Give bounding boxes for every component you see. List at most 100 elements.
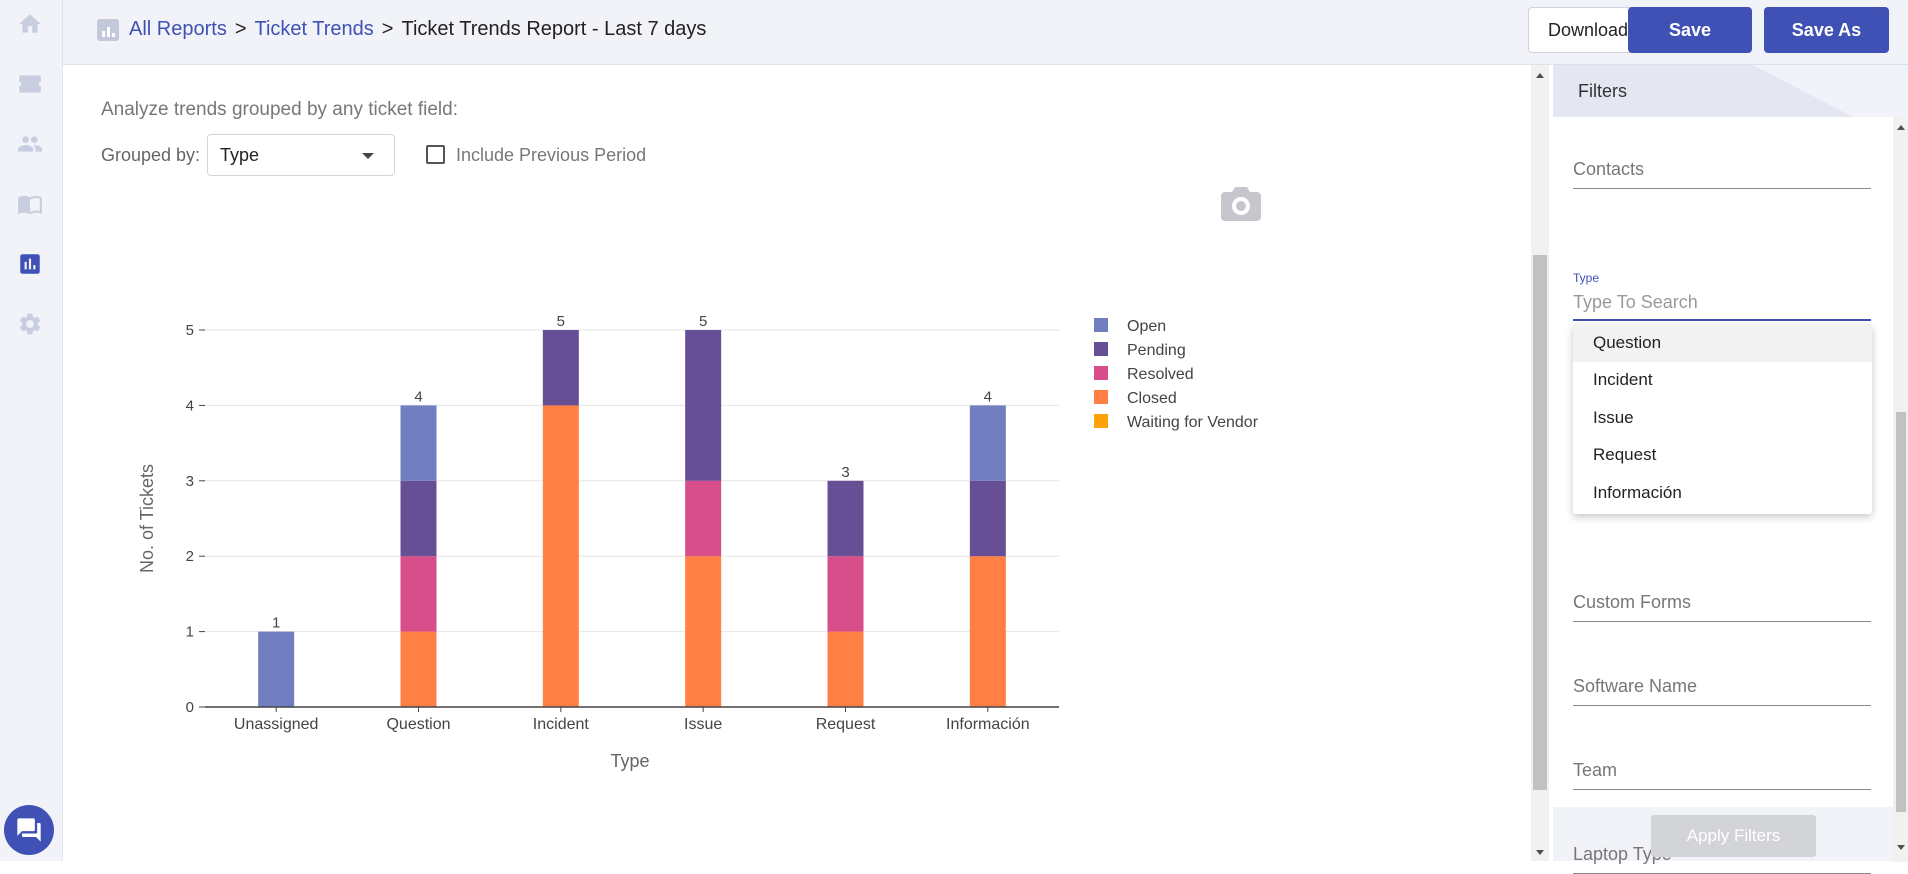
- x-tick-label: Issue: [684, 716, 722, 733]
- y-tick-label: 5: [186, 322, 194, 339]
- bar-segment-resolved: [685, 480, 722, 557]
- download-label: Download: [1547, 19, 1629, 40]
- ticket-trends-chart: 0 1 2 3 4 5 Unassigned Question Incident Issue Re…: [137, 313, 1259, 771]
- filters-scrollbar[interactable]: [1893, 117, 1908, 862]
- type-option[interactable]: Información: [1593, 482, 1682, 502]
- legend-swatch: [1094, 414, 1108, 428]
- legend-swatch: [1094, 318, 1108, 332]
- bar-segment-pending: [969, 480, 1006, 557]
- grouped-by-select[interactable]: Type: [207, 134, 395, 176]
- chart-legend: Open Pending Resolved Closed Waiting for Ven…: [1094, 318, 1259, 431]
- scroll-up-arrow[interactable]: [1536, 73, 1544, 78]
- chart-x-ticks: Unassigned Question Incident Issue Request In…: [234, 716, 1030, 733]
- type-option[interactable]: Question: [1573, 324, 1872, 362]
- type-option[interactable]: Incident: [1593, 370, 1653, 390]
- bar-segment-closed: [685, 556, 722, 707]
- type-options-dropdown: Question Incident Issue Request Informac…: [1573, 324, 1872, 514]
- save-button[interactable]: Save: [1628, 7, 1752, 53]
- legend-swatch: [1094, 390, 1108, 404]
- reports-icon[interactable]: [14, 248, 46, 280]
- type-field-label: Type: [1573, 271, 1600, 285]
- filters-panel: Filters Contacts Type Question Incident …: [1553, 65, 1908, 874]
- chart-grid: [199, 329, 1059, 712]
- x-tick-label: Información: [946, 716, 1030, 733]
- x-tick-label: Question: [386, 716, 450, 733]
- main-scrollbar[interactable]: [1531, 65, 1549, 861]
- breadcrumb-all-reports[interactable]: All Reports: [129, 18, 227, 40]
- breadcrumb-separator: >: [381, 18, 394, 40]
- chart-bars: [258, 330, 1006, 707]
- chat-icon: [17, 818, 41, 842]
- save-as-button[interactable]: Save As: [1764, 7, 1889, 53]
- y-tick-label: 2: [186, 548, 194, 565]
- page-title: Ticket Trends Report - Last 7 days: [401, 18, 707, 40]
- bar-total-label: 4: [984, 388, 992, 405]
- breadcrumb: All Reports > Ticket Trends > Ticket Tre…: [97, 18, 706, 41]
- x-tick-label: Incident: [533, 716, 590, 733]
- settings-icon[interactable]: [14, 308, 46, 340]
- x-tick-label: Request: [816, 716, 876, 733]
- bar-segment-pending: [400, 480, 437, 557]
- filters-body: Contacts Type Question Incident Issue Re…: [1553, 117, 1893, 874]
- scroll-thumb[interactable]: [1533, 255, 1547, 790]
- chevron-down-icon: [362, 153, 374, 159]
- scroll-down-arrow[interactable]: [1897, 845, 1905, 850]
- include-previous-period-label: Include Previous Period: [456, 145, 647, 165]
- bar-segment-pending: [827, 480, 864, 557]
- scroll-down-arrow[interactable]: [1536, 850, 1544, 855]
- bar-segment-closed: [969, 556, 1006, 707]
- bar-total-label: 5: [557, 313, 565, 330]
- contacts-field[interactable]: Contacts: [1573, 153, 1871, 189]
- grouped-by-label: Grouped by:: [101, 145, 201, 165]
- type-option[interactable]: Request: [1593, 445, 1657, 465]
- include-previous-period-checkbox[interactable]: [426, 145, 445, 164]
- apply-filters-button[interactable]: Apply Filters: [1651, 815, 1816, 857]
- type-option[interactable]: Issue: [1593, 407, 1634, 427]
- report-chart-icon: [97, 18, 119, 41]
- report-intro-text: Analyze trends grouped by any ticket fie…: [101, 99, 458, 120]
- bar-segment-closed: [542, 405, 579, 707]
- chat-button[interactable]: [4, 805, 54, 855]
- home-icon[interactable]: [14, 8, 46, 40]
- y-tick-label: 1: [186, 624, 194, 641]
- type-search-input[interactable]: [1573, 285, 1871, 321]
- bar-segment-closed: [400, 631, 437, 707]
- legend-label: Open: [1127, 318, 1166, 335]
- y-axis-title: No. of Tickets: [137, 464, 157, 573]
- bar-segment-pending: [542, 330, 579, 406]
- ticket-icon[interactable]: [14, 68, 46, 100]
- scroll-thumb[interactable]: [1896, 412, 1906, 812]
- y-tick-label: 3: [186, 473, 194, 490]
- breadcrumb-separator: >: [234, 18, 247, 40]
- bar-segment-open: [400, 405, 437, 481]
- chart-y-ticks: 0 1 2 3 4 5: [186, 322, 194, 716]
- bar-total-label: 1: [272, 615, 280, 632]
- bar-segment-closed: [827, 631, 864, 707]
- y-tick-label: 4: [186, 397, 194, 414]
- left-nav-rail: [0, 0, 63, 861]
- bar-total-label: 5: [699, 313, 707, 330]
- software-name-field[interactable]: Software Name: [1573, 670, 1871, 706]
- custom-forms-field[interactable]: Custom Forms: [1573, 586, 1871, 622]
- chart-total-labels: 1 4 5 5 3 4: [272, 313, 992, 632]
- legend-label: Pending: [1127, 342, 1186, 359]
- legend-label: Closed: [1127, 390, 1177, 407]
- team-field[interactable]: Team: [1573, 754, 1871, 790]
- x-tick-label: Unassigned: [234, 716, 319, 733]
- breadcrumb-ticket-trends[interactable]: Ticket Trends: [254, 18, 374, 40]
- filters-title: Filters: [1578, 81, 1627, 101]
- knowledge-base-icon[interactable]: [14, 188, 46, 220]
- legend-swatch: [1094, 366, 1108, 380]
- bar-segment-resolved: [827, 556, 864, 632]
- bar-total-label: 4: [414, 388, 422, 405]
- camera-icon[interactable]: [1221, 187, 1261, 221]
- bar-segment-resolved: [400, 556, 437, 632]
- scroll-up-arrow[interactable]: [1897, 125, 1905, 130]
- bar-total-label: 3: [841, 464, 849, 481]
- report-content: Analyze trends grouped by any ticket fie…: [63, 65, 1530, 861]
- legend-swatch: [1094, 342, 1108, 356]
- x-axis-title: Type: [610, 751, 649, 771]
- grouped-by-value: Type: [220, 145, 260, 165]
- bar-segment-open: [969, 405, 1006, 481]
- contacts-icon[interactable]: [14, 128, 46, 160]
